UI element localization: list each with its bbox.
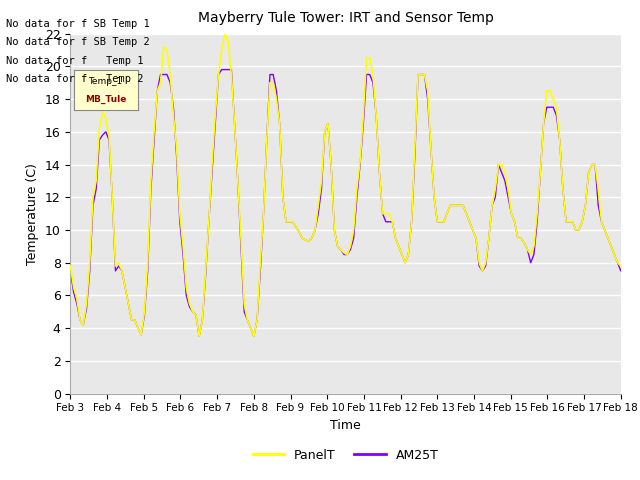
Text: No data for f SB Temp 1: No data for f SB Temp 1 bbox=[6, 19, 150, 29]
Text: Temp_1: Temp_1 bbox=[88, 76, 123, 85]
Text: No data for f   Temp 2: No data for f Temp 2 bbox=[6, 74, 144, 84]
Y-axis label: Temperature (C): Temperature (C) bbox=[26, 163, 39, 264]
Title: Mayberry Tule Tower: IRT and Sensor Temp: Mayberry Tule Tower: IRT and Sensor Temp bbox=[198, 12, 493, 25]
X-axis label: Time: Time bbox=[330, 419, 361, 432]
Text: MB_Tule: MB_Tule bbox=[85, 95, 126, 104]
Text: No data for f SB Temp 2: No data for f SB Temp 2 bbox=[6, 37, 150, 48]
Legend: PanelT, AM25T: PanelT, AM25T bbox=[248, 444, 444, 467]
Text: No data for f   Temp 1: No data for f Temp 1 bbox=[6, 56, 144, 66]
